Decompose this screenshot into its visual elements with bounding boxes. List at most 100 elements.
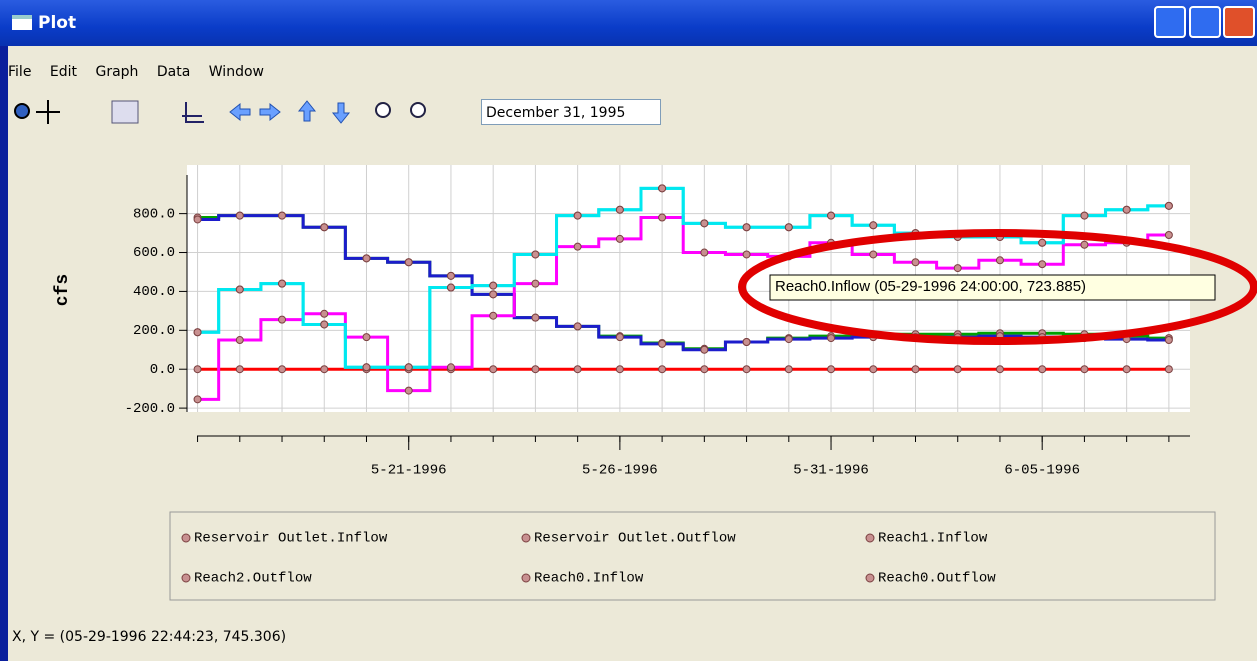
data-point: [531, 313, 540, 322]
y-tick-label: 0.0: [150, 362, 175, 378]
crosshair-tool[interactable]: [36, 100, 60, 124]
data-point: [320, 365, 329, 374]
data-point: [489, 311, 498, 320]
zoom-out-tool[interactable]: [410, 102, 426, 118]
up-tool[interactable]: [297, 100, 317, 122]
data-point: [193, 215, 202, 224]
minimize-button[interactable]: [1154, 6, 1186, 38]
data-point: [1164, 365, 1173, 374]
data-point: [615, 205, 624, 214]
data-point: [362, 333, 371, 342]
legend-marker: [865, 573, 875, 583]
right-tool[interactable]: [259, 102, 281, 122]
data-point: [235, 336, 244, 345]
data-point: [1080, 365, 1089, 374]
data-point: [446, 363, 455, 372]
legend-label: Reach1.Inflow: [878, 531, 988, 547]
data-point: [742, 337, 751, 346]
window-title: Plot: [38, 13, 77, 33]
data-point: [911, 365, 920, 374]
data-point: [827, 334, 836, 343]
data-point: [953, 264, 962, 273]
legend-marker: [865, 533, 875, 543]
data-point: [615, 333, 624, 342]
maximize-button[interactable]: [1189, 6, 1221, 38]
data-point: [193, 365, 202, 374]
data-point: [573, 211, 582, 220]
legend-label: Reservoir Outlet.Outflow: [534, 531, 736, 547]
data-point: [235, 365, 244, 374]
data-point: [784, 223, 793, 232]
data-point: [573, 365, 582, 374]
legend-marker: [521, 573, 531, 583]
data-point: [827, 211, 836, 220]
data-point: [995, 256, 1004, 265]
data-point: [489, 365, 498, 374]
data-point: [404, 363, 413, 372]
status-bar: X, Y = (05-29-1996 22:44:23, 745.306): [12, 629, 287, 645]
data-point: [1122, 365, 1131, 374]
y-tick-label: 800.0: [133, 206, 175, 222]
legend-marker: [181, 573, 191, 583]
menu-item[interactable]: Data: [156, 64, 191, 80]
down-tool[interactable]: [331, 102, 351, 124]
link-tool[interactable]: [111, 100, 139, 124]
data-point: [362, 363, 371, 372]
data-point: [1038, 365, 1047, 374]
data-point: [489, 281, 498, 290]
data-point: [193, 328, 202, 337]
menu-item[interactable]: File: [8, 64, 32, 80]
data-point: [404, 258, 413, 267]
data-point: [784, 335, 793, 344]
data-point: [320, 320, 329, 329]
data-point: [320, 309, 329, 318]
legend-label: Reservoir Outlet.Inflow: [194, 531, 388, 547]
date-field[interactable]: December 31, 1995: [481, 99, 661, 125]
menu-item[interactable]: Graph: [95, 64, 139, 80]
data-point: [531, 250, 540, 259]
data-point: [193, 395, 202, 404]
data-point: [531, 365, 540, 374]
data-point: [658, 339, 667, 348]
data-point: [278, 211, 287, 220]
close-button[interactable]: [1223, 6, 1255, 38]
legend-label: Reach2.Outflow: [194, 571, 312, 587]
data-point: [1080, 240, 1089, 249]
data-point: [615, 234, 624, 243]
y-tick-label: -200.0: [125, 401, 175, 417]
data-point: [362, 254, 371, 263]
data-point: [1164, 201, 1173, 210]
data-point: [742, 365, 751, 374]
zoom-tool[interactable]: [14, 103, 30, 119]
data-point: [658, 184, 667, 193]
y-tick-label: 600.0: [133, 245, 175, 261]
data-point: [827, 365, 836, 374]
tooltip-box: [769, 274, 1216, 301]
data-point: [1164, 231, 1173, 240]
data-point: [235, 285, 244, 294]
data-point: [446, 271, 455, 280]
data-point: [1038, 238, 1047, 247]
title-bar: Plot: [0, 0, 1257, 46]
menu-item[interactable]: Window: [208, 64, 264, 80]
data-point: [911, 258, 920, 267]
menu-item[interactable]: Edit: [49, 64, 78, 80]
data-point: [742, 250, 751, 259]
data-point: [1164, 336, 1173, 345]
data-point: [531, 279, 540, 288]
chart: cfs -200.0 0.0 200.0 400.0 600.0 800.0 5-21-19…: [53, 165, 1257, 601]
data-point: [489, 290, 498, 299]
data-point: [995, 365, 1004, 374]
data-point: [278, 279, 287, 288]
data-point: [235, 211, 244, 220]
zoom-in-tool[interactable]: [375, 102, 391, 118]
data-point: [658, 213, 667, 222]
axis-tool[interactable]: [182, 102, 204, 123]
data-point: [658, 365, 667, 374]
y-tick-label: 200.0: [133, 323, 175, 339]
data-point: [320, 223, 329, 232]
data-point: [615, 365, 624, 374]
left-tool[interactable]: [229, 102, 251, 122]
data-point: [404, 386, 413, 395]
